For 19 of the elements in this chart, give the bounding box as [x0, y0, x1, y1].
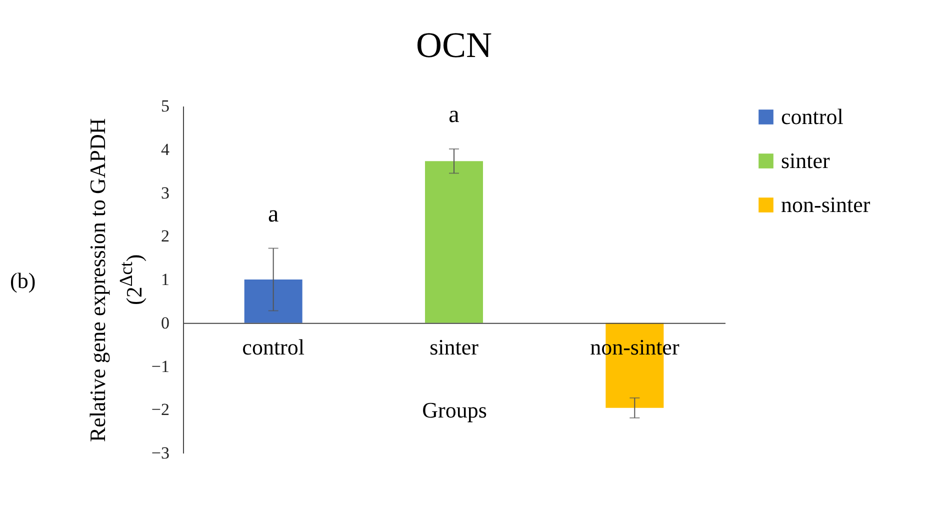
y-tick-label: 5	[161, 96, 170, 116]
legend-label: non-sinter	[781, 192, 871, 217]
y-tick-label: −1	[151, 356, 170, 376]
y-tick-label: −2	[151, 400, 170, 420]
x-tick-label: sinter	[430, 334, 480, 360]
text: (b)	[10, 268, 36, 294]
y-tick-label: 0	[161, 313, 170, 332]
legend-label: control	[781, 104, 844, 129]
y-tick-label: −3	[151, 444, 170, 462]
y-tick-label: 1	[161, 270, 170, 289]
y-tick-label: 4	[161, 140, 170, 159]
x-axis-title: Groups	[422, 397, 487, 422]
y-tick-label: 3	[161, 183, 170, 202]
y-tick-label: 2	[161, 226, 170, 246]
annotation: a	[448, 102, 460, 128]
x-tick-label: control	[242, 334, 304, 360]
legend-label: sinter	[781, 148, 831, 173]
annotation: a	[268, 201, 280, 228]
chart-title: OCN	[416, 25, 492, 65]
